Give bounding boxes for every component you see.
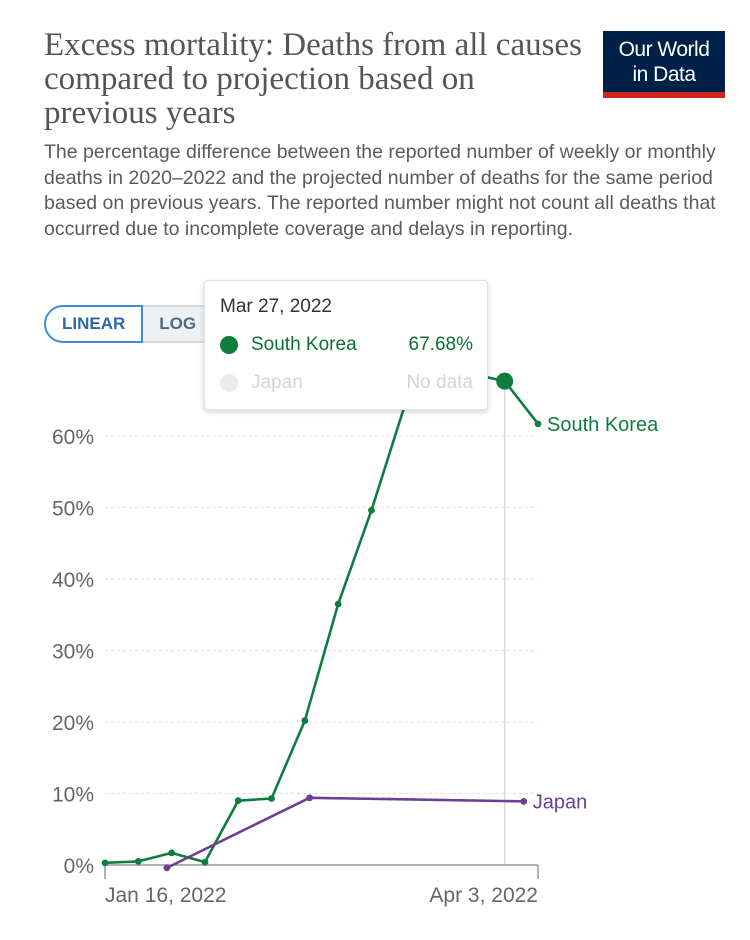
south-korea-data-point (234, 797, 242, 805)
tooltip-series-name: South Korea (251, 334, 357, 355)
chart-subtitle: The percentage difference between the re… (44, 141, 716, 240)
grid-layer (105, 382, 538, 865)
japan-data-point (306, 794, 314, 802)
tooltip-date: Mar 27, 2022 (220, 296, 332, 317)
south-korea-series-label: South Korea (547, 414, 659, 436)
tooltip-row-japan: Japan No data (220, 370, 473, 396)
south-korea-data-point (334, 600, 342, 608)
japan-series-label: Japan (533, 791, 588, 813)
japan-data-point (163, 864, 171, 872)
japan-data-point (520, 797, 528, 805)
south-korea-data-point (134, 858, 142, 865)
linear-scale-button[interactable]: LINEAR (44, 305, 144, 343)
series-label-layer: South Korea Japan (533, 414, 659, 814)
south-korea-data-point (268, 795, 275, 802)
japan-dot-icon (220, 374, 238, 392)
y-tick-label: 40% (52, 569, 94, 592)
axis-layer: 0% 10% 20% 30% 40% 50% 60% Jan 16, 2022 Apr 3, 2… (52, 426, 539, 907)
tooltip-series-value: 67.68% (408, 334, 473, 355)
y-tick-label: 60% (52, 426, 94, 449)
south-korea-data-point (496, 372, 514, 390)
owid-logo[interactable]: Our World in Data (603, 31, 725, 98)
south-korea-dot-icon (220, 336, 238, 354)
tooltip-series-value: No data (406, 372, 473, 393)
logo-line-2: in Data (632, 63, 696, 86)
y-tick-label: 20% (52, 712, 94, 735)
south-korea-data-point (101, 859, 109, 867)
south-korea-data-point (301, 717, 309, 724)
x-tick-label: Jan 16, 2022 (105, 884, 226, 907)
y-tick-label: 50% (52, 498, 94, 521)
x-tick-label: Apr 3, 2022 (429, 884, 538, 907)
logo-line-1: Our World (618, 38, 710, 61)
tooltip-row-south-korea: South Korea 67.68% (220, 332, 473, 358)
south-korea-series-line (104, 372, 540, 865)
scale-toggle: LINEAR LOG (44, 305, 215, 345)
south-korea-data-point (534, 420, 542, 428)
south-korea-data-point (201, 858, 209, 866)
y-tick-label: 0% (64, 855, 94, 878)
y-tick-label: 30% (52, 641, 94, 664)
series-layer (101, 370, 542, 872)
tooltip-series-name: Japan (251, 372, 303, 393)
y-tick-label: 10% (52, 784, 94, 807)
south-korea-data-point (368, 506, 375, 514)
log-scale-button[interactable]: LOG (143, 305, 215, 343)
south-korea-data-point (168, 849, 176, 857)
chart-title: Excess mortality: Deaths from all causes… (44, 27, 582, 131)
hover-tooltip: Mar 27, 2022 South Korea 67.68% Japan No… (204, 280, 488, 410)
